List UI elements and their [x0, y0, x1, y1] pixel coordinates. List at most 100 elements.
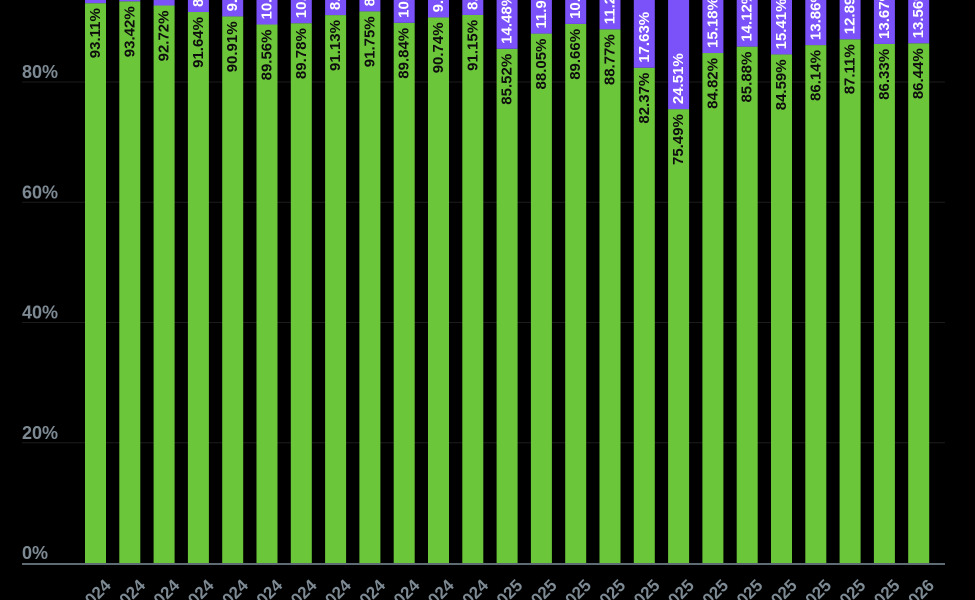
bar-segment-green: [805, 45, 827, 563]
data-label: 93.11%: [87, 8, 104, 58]
bar-segment-purple: [873, 0, 895, 44]
bar-segment-purple: [325, 0, 347, 16]
bar-segment-green: [633, 67, 655, 564]
data-label: 14.12%: [739, 0, 756, 42]
x-tick-label: 2024: [178, 575, 219, 600]
x-tick-label: 2024: [418, 575, 459, 600]
data-label: 86.14%: [807, 50, 824, 101]
bar-segment-green: [222, 16, 244, 563]
data-label: 12.89%: [842, 0, 859, 34]
data-label: 85.88%: [739, 52, 756, 103]
bar-segment-green: [290, 23, 312, 563]
data-label: 11.95%: [533, 0, 550, 29]
x-tick-label: 2024: [109, 575, 150, 600]
bar-segment-green: [908, 43, 930, 564]
data-label: 11.23%: [602, 0, 619, 24]
bar-segment-green: [702, 53, 724, 564]
bar-segment-green: [736, 46, 758, 564]
x-tick-label: 2024: [315, 575, 356, 600]
x-tick-label: 2025: [829, 576, 869, 600]
data-label: 13.86%: [807, 0, 824, 40]
bar-segment-green: [393, 22, 415, 564]
y-tick-label: 20%: [22, 423, 58, 443]
bar-segment-purple: [839, 0, 861, 40]
data-label: 84.82%: [704, 58, 721, 109]
data-label: 10.44%: [259, 0, 276, 20]
bar-segment-purple: [359, 0, 381, 12]
data-label: 24.51%: [670, 53, 687, 104]
bar-segment-purple: [771, 0, 792, 55]
x-tick-label: 2025: [692, 576, 732, 600]
bar-segment-purple: [222, 0, 244, 17]
bar-segment-green: [325, 15, 347, 564]
bar-segment-green: [771, 54, 792, 564]
data-label: 10.16%: [396, 0, 413, 18]
bar-segment-green: [187, 12, 209, 563]
data-label: 89.84%: [396, 28, 413, 79]
x-tick-label: 2025: [623, 576, 663, 600]
bar-segment-purple: [565, 0, 587, 24]
data-label: 90.91%: [224, 21, 241, 72]
bar-segment-purple: [908, 0, 930, 44]
bar-segment-green: [599, 29, 621, 563]
x-tick-label: 2025: [555, 576, 595, 600]
bar-segment-purple: [530, 0, 552, 34]
x-tick-label: 2024: [349, 575, 390, 600]
bar-segment-purple: [393, 0, 415, 23]
data-label: 14.48%: [499, 0, 516, 44]
data-label: 82.37%: [636, 73, 653, 124]
x-tick-label: 2024: [452, 575, 493, 600]
bar-segment-green: [153, 5, 175, 564]
bar-segment-purple: [290, 0, 312, 24]
y-tick-label: 60%: [22, 182, 58, 202]
x-tick-label: 2024: [383, 575, 424, 600]
bar-segment-green: [119, 1, 141, 563]
bar-segment-purple: [668, 0, 690, 110]
data-label: 89.56%: [259, 30, 276, 81]
data-label: 87.11%: [842, 44, 859, 94]
y-tick-label: 40%: [22, 303, 58, 323]
bar-segment-purple: [428, 0, 449, 18]
data-label: 92.72%: [156, 11, 173, 62]
data-label: 89.78%: [293, 28, 310, 79]
data-label: 93.42%: [121, 6, 138, 57]
bar-segment-green: [873, 43, 895, 564]
bar-segment-purple: [462, 0, 484, 15]
data-label: 89.66%: [567, 29, 584, 80]
bar-segment-green: [359, 11, 381, 563]
x-tick-label: 2025: [658, 576, 698, 600]
x-tick-label: 2025: [486, 576, 526, 600]
bar-segment-purple: [599, 0, 621, 30]
data-label: 75.49%: [670, 114, 687, 165]
data-label: 9.09%: [224, 0, 241, 11]
x-tick-label: 2026: [898, 576, 938, 600]
y-axis-ticks: 0% 20% 40% 60% 80%: [22, 62, 58, 563]
bar-segment-purple: [702, 0, 724, 54]
data-label: 86.33%: [876, 49, 893, 100]
data-label: 9.26%: [430, 0, 447, 12]
bar-segment-purple: [633, 0, 655, 68]
x-tick-label: 2024: [143, 575, 184, 600]
data-label: 7.28%: [156, 0, 173, 1]
data-label: 91.13%: [327, 20, 344, 71]
x-tick-label: 2025: [726, 576, 766, 600]
data-label: 8.85%: [464, 0, 481, 10]
bar-segment-purple: [153, 0, 175, 6]
bar-segment-purple: [119, 0, 141, 2]
data-label: 13.56%: [910, 0, 927, 38]
x-axis-ticks: 2024202420242024202420242024202420242024…: [75, 575, 938, 600]
x-tick-label: 2024: [212, 575, 253, 600]
bar-segment-purple: [85, 0, 106, 4]
data-label: 91.15%: [464, 20, 481, 71]
bar-segment-purple: [256, 0, 278, 25]
bar-segment-green: [565, 23, 587, 563]
data-label: 17.63%: [636, 12, 653, 63]
data-label: 90.74%: [430, 22, 447, 73]
bar-segment-purple: [496, 0, 518, 49]
data-label: 88.77%: [602, 34, 619, 85]
bar-segment-green: [256, 24, 278, 563]
data-label: 13.67%: [876, 0, 893, 39]
data-label: 8.25%: [361, 0, 378, 6]
bar-segment-green: [839, 39, 861, 564]
